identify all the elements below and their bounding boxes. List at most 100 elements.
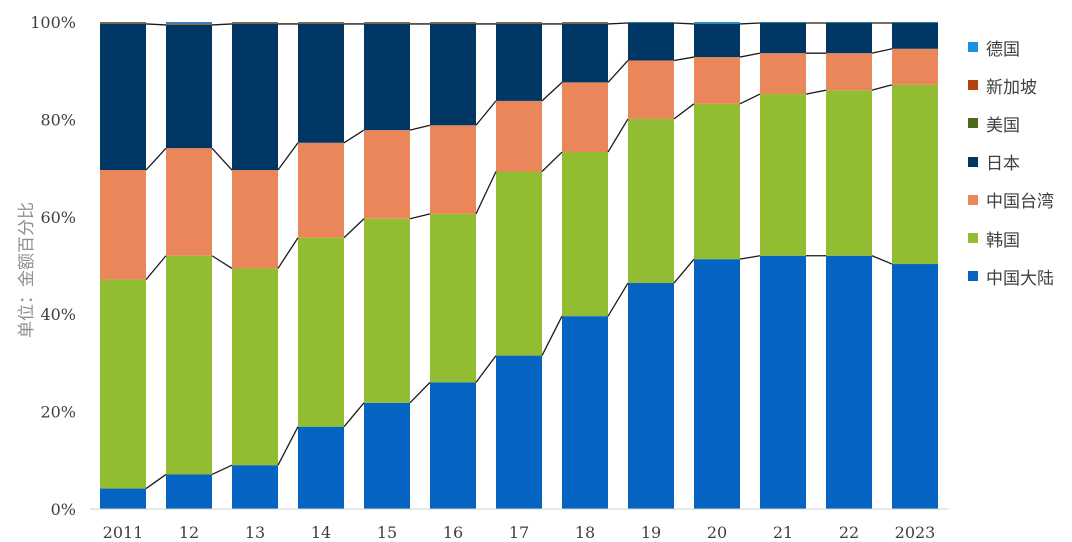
series-connector-line [607, 118, 629, 153]
bar-segment [232, 23, 278, 171]
series-connector-line [475, 355, 497, 383]
series-connector-line [145, 23, 167, 26]
legend-item: 中国台湾 [968, 181, 1068, 219]
y-axis-title: 单位：金额百分比 [17, 202, 37, 338]
series-connector-line [475, 100, 497, 126]
bar-segment [100, 279, 146, 489]
series-connector-line [277, 142, 299, 171]
bar-segment [562, 23, 608, 83]
bar-segment [628, 118, 674, 284]
legend-label: 美国 [986, 115, 1020, 136]
legend-label: 中国台湾 [986, 192, 1054, 213]
legend-swatch [968, 233, 978, 244]
bar-segment [628, 22, 674, 61]
bar-segment [100, 488, 146, 509]
legend-item: 中国大陆 [968, 257, 1068, 295]
x-tick-label: 12 [179, 523, 199, 542]
legend-label: 韩国 [986, 230, 1020, 251]
bar-segment [298, 22, 344, 24]
series-connector-line [541, 151, 563, 172]
bar-segment [826, 255, 872, 509]
legend-swatch [968, 118, 978, 129]
series-connector-line [409, 381, 431, 404]
bar-segment [232, 465, 278, 509]
bar-segment [562, 22, 608, 24]
legend-swatch [968, 194, 978, 205]
legend-label: 中国大陆 [986, 268, 1054, 289]
bar-segment [826, 53, 872, 91]
series-connector-line [409, 213, 431, 220]
legend-item: 美国 [968, 104, 1068, 142]
series-connector-line [211, 147, 233, 171]
bar-segment [430, 125, 476, 214]
bar-segment [694, 259, 740, 509]
series-connector-line [145, 473, 167, 490]
series-connector-line [343, 218, 365, 239]
y-tick-label: 20% [40, 403, 76, 422]
series-connector-line [211, 23, 233, 26]
bar-segment [760, 22, 806, 54]
bar-segment [892, 48, 938, 85]
x-tick-label: 16 [443, 523, 463, 542]
series-connector-line [871, 255, 893, 265]
x-tick-label: 21 [773, 523, 793, 542]
series-connector-line [805, 89, 827, 95]
bar-segment [694, 103, 740, 260]
series-connector-line [541, 81, 563, 102]
bar-segment [430, 213, 476, 383]
x-tick-label: 2011 [103, 523, 144, 542]
series-connector-line [475, 171, 497, 215]
bar-segment [364, 22, 410, 24]
y-tick-label: 0% [51, 500, 76, 519]
x-tick-label: 22 [839, 523, 859, 542]
series-connector-line [211, 464, 233, 476]
legend-item: 韩国 [968, 219, 1068, 257]
series-connector-line [145, 147, 167, 171]
legend-swatch [968, 80, 978, 91]
bar-segment [166, 148, 212, 256]
bar-segment [496, 100, 542, 172]
bar-segment [694, 57, 740, 104]
bar-segment [760, 94, 806, 256]
bar-segment [694, 23, 740, 58]
series-connector-line [739, 22, 761, 25]
bar-segment [364, 130, 410, 219]
bar-segment [496, 23, 542, 101]
legend-item: 日本 [968, 143, 1068, 181]
legend-label: 德国 [986, 39, 1020, 60]
x-tick-label: 15 [377, 523, 397, 542]
bar-segment [166, 255, 212, 475]
series-connector-line [673, 56, 695, 62]
bar-segment [298, 142, 344, 238]
legend-label: 新加坡 [986, 77, 1037, 98]
bar-segment [760, 53, 806, 95]
bar-segment [232, 22, 278, 24]
series-connector-line [277, 237, 299, 269]
series-connector-line [343, 129, 365, 144]
y-tick-label: 80% [40, 110, 76, 129]
bar-segment [298, 237, 344, 427]
y-axis-ticks: 0% 20% 40% 60% 80% 100% [30, 13, 76, 519]
bar-segment [100, 170, 146, 280]
x-tick-label: 18 [575, 523, 595, 542]
x-tick-label: 20 [707, 523, 727, 542]
series-connector-line [211, 255, 233, 269]
bar-segment [430, 382, 476, 509]
legend-swatch [968, 156, 978, 167]
series-connector-lines [145, 22, 893, 490]
x-axis-ticks: 2011 12 13 14 15 16 17 18 19 20 21 22 2023 [103, 523, 936, 542]
x-tick-label: 2023 [895, 523, 936, 542]
bar-segment [100, 23, 146, 171]
series-connector-line [343, 402, 365, 428]
bar-segment [166, 24, 212, 149]
y-tick-label: 60% [40, 208, 76, 227]
bar-segment [826, 22, 872, 54]
legend: 德国新加坡美国日本中国台湾韩国中国大陆 [968, 28, 1068, 295]
series-connector-line [673, 258, 695, 284]
bar-segment [100, 22, 146, 24]
bar-group [100, 22, 938, 509]
bar-segment [166, 22, 212, 24]
bar-segment [364, 23, 410, 131]
bar-segment [298, 23, 344, 143]
